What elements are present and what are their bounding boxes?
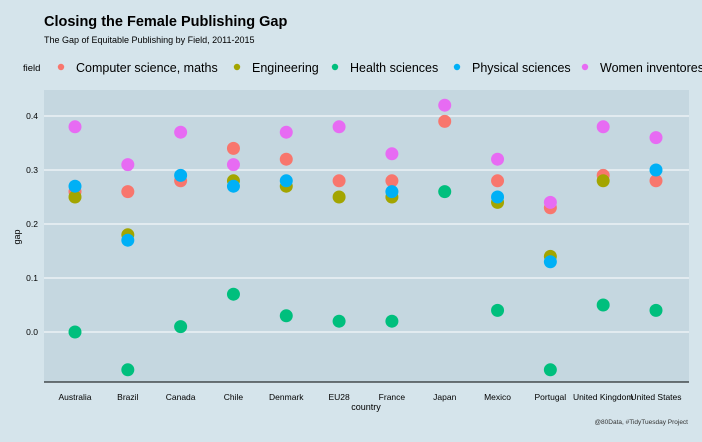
data-point [438, 185, 452, 199]
data-point [332, 120, 346, 134]
data-point [279, 309, 293, 323]
x-tick-label: Canada [166, 392, 196, 402]
x-tick-label: Japan [433, 392, 456, 402]
y-axis-title: gap [12, 229, 22, 244]
data-point [438, 98, 452, 112]
y-tick-label: 0.2 [26, 219, 38, 229]
x-axis-title: country [351, 402, 381, 412]
legend-label: Engineering [252, 61, 319, 75]
data-point [332, 190, 346, 204]
data-point [174, 168, 188, 182]
x-tick-label: Brazil [117, 392, 138, 402]
x-axis: Australia Brazil Canada Chile Denmark EU28 Fra… [44, 381, 689, 402]
chart-subtitle: The Gap of Equitable Publishing by Field… [44, 35, 254, 45]
data-point [68, 190, 82, 204]
x-tick-label: Australia [58, 392, 91, 402]
caption: @80Data, #TidyTuesday Project [594, 419, 688, 426]
data-point [68, 179, 82, 193]
data-point [68, 120, 82, 134]
data-point [279, 174, 293, 188]
x-tick-label: Denmark [269, 392, 304, 402]
data-point [332, 314, 346, 328]
data-point [649, 303, 663, 317]
legend-key [57, 63, 65, 71]
data-point [385, 174, 399, 188]
x-tick-label: France [379, 392, 406, 402]
data-points [68, 98, 663, 377]
data-point [596, 120, 610, 134]
data-point [649, 174, 663, 188]
legend-label: Computer science, maths [76, 61, 218, 75]
data-point [491, 303, 505, 317]
data-point [226, 158, 240, 172]
legend-key [581, 63, 589, 71]
data-point [121, 158, 135, 172]
data-point [596, 298, 610, 312]
data-point [121, 185, 135, 199]
data-point [543, 363, 557, 377]
data-point [596, 174, 610, 188]
y-tick-label: 0.1 [26, 273, 38, 283]
data-point [491, 152, 505, 166]
x-tick-label: United Kingdom [573, 392, 633, 402]
legend-key [453, 63, 461, 71]
x-tick-label: Chile [224, 392, 244, 402]
data-point [385, 185, 399, 199]
data-point [491, 190, 505, 204]
data-point [174, 320, 188, 334]
x-tick-label: EU28 [328, 392, 350, 402]
data-point [121, 363, 135, 377]
y-tick-label: 0.3 [26, 165, 38, 175]
data-point [385, 147, 399, 161]
data-point [174, 125, 188, 139]
gridlines [44, 115, 689, 333]
data-point [226, 287, 240, 301]
data-point [279, 125, 293, 139]
data-point [543, 255, 557, 269]
y-tick-label: 0.4 [26, 111, 38, 121]
legend-title: field [23, 63, 40, 74]
data-point [226, 179, 240, 193]
data-point [226, 141, 240, 155]
data-point [385, 314, 399, 328]
data-point [332, 174, 346, 188]
data-point [279, 152, 293, 166]
data-point [491, 174, 505, 188]
legend-key [331, 63, 339, 71]
y-axis: 0.0 0.1 0.2 0.3 0.4 [26, 111, 38, 337]
legend-label: Women inventores [600, 61, 702, 75]
data-point [68, 325, 82, 339]
x-tick-label: Portugal [535, 392, 567, 402]
plot-panel [44, 90, 689, 382]
x-tick-label: United States [630, 392, 681, 402]
legend-label: Physical sciences [472, 61, 571, 75]
y-tick-label: 0.0 [26, 327, 38, 337]
legend-label: Health sciences [350, 61, 438, 75]
x-tick-label: Mexico [484, 392, 511, 402]
chart-title: Closing the Female Publishing Gap [44, 14, 287, 30]
data-point [121, 233, 135, 247]
data-point [438, 114, 452, 128]
data-point [543, 195, 557, 209]
data-point [649, 131, 663, 145]
legend: field Computer science, maths Engineering… [23, 61, 702, 75]
legend-key [233, 63, 241, 71]
data-point [649, 163, 663, 177]
